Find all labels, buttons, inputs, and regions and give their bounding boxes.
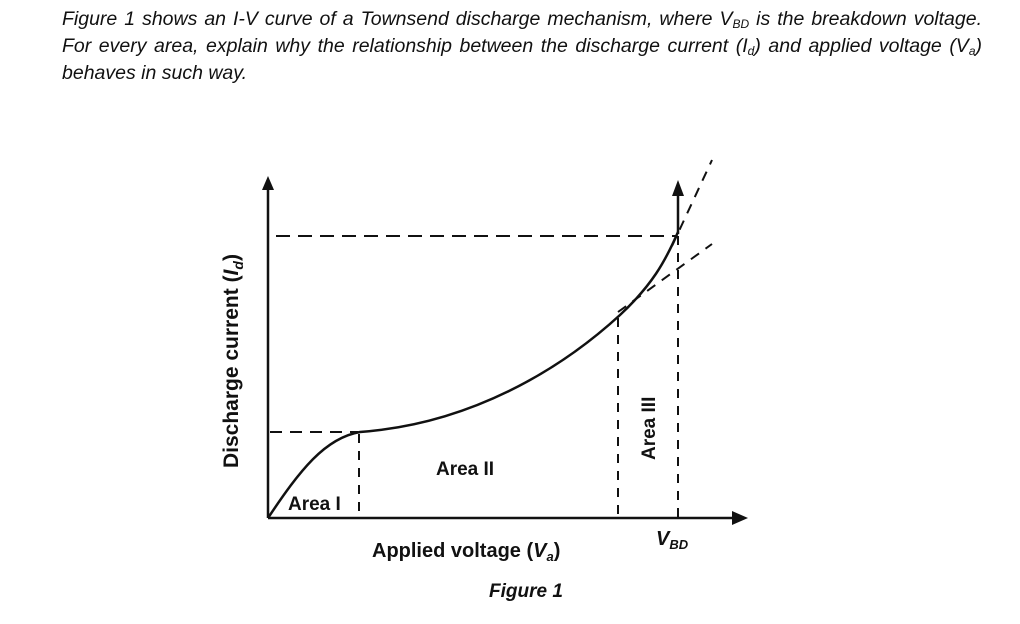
x-axis-label: Applied voltage (Va) xyxy=(372,540,560,564)
area2-label: Area II xyxy=(436,459,494,480)
x-axis-arrow xyxy=(732,511,748,525)
breakdown-arrow xyxy=(672,180,684,196)
question-text: Figure 1 shows an I-V curve of a Townsen… xyxy=(62,8,982,84)
y-axis-arrow xyxy=(262,176,274,190)
area3-label: Area III xyxy=(639,397,660,460)
extrapolation-line-upper xyxy=(671,159,713,247)
y-axis-label: Discharge current (Id) xyxy=(220,254,246,468)
vbd-label: VBD xyxy=(656,528,689,552)
figure-caption: Figure 1 xyxy=(489,581,563,602)
area1-label: Area I xyxy=(288,494,341,515)
iv-curve xyxy=(266,231,680,519)
